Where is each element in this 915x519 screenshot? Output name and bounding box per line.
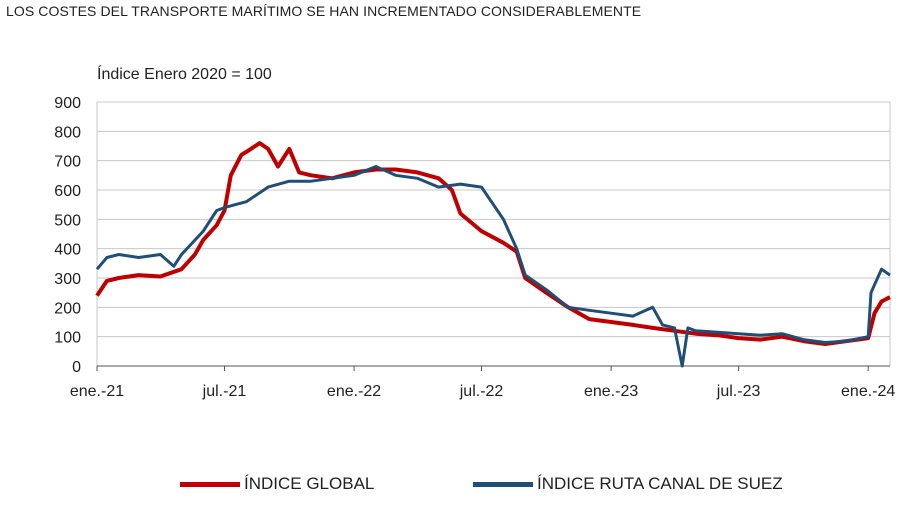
y-tick-label-500: 500 bbox=[54, 212, 81, 229]
legend-swatch-global bbox=[180, 481, 240, 487]
y-tick-label-700: 700 bbox=[54, 154, 81, 171]
x-tick-label-0: ene.-21 bbox=[70, 383, 124, 400]
legend-item-global: ÍNDICE GLOBAL bbox=[180, 474, 374, 494]
x-tick-label-5: jul.-23 bbox=[716, 383, 761, 400]
x-tick-label-1: jul.-21 bbox=[202, 383, 247, 400]
y-tick-label-900: 900 bbox=[54, 95, 81, 112]
y-tick-label-400: 400 bbox=[54, 242, 81, 259]
y-axis-label: Índice Enero 2020 = 100 bbox=[97, 66, 272, 83]
x-tick-label-6: ene.-24 bbox=[841, 383, 895, 400]
y-tick-label-800: 800 bbox=[54, 124, 81, 141]
legend-item-suez: ÍNDICE RUTA CANAL DE SUEZ bbox=[473, 474, 783, 494]
y-tick-label-200: 200 bbox=[54, 300, 81, 317]
y-tick-label-0: 0 bbox=[72, 359, 81, 376]
y-tick-label-600: 600 bbox=[54, 183, 81, 200]
series-line-0 bbox=[95, 141, 891, 346]
x-tick-label-4: ene.-23 bbox=[584, 383, 638, 400]
legend-label-suez: ÍNDICE RUTA CANAL DE SUEZ bbox=[537, 474, 783, 493]
y-tick-label-100: 100 bbox=[54, 330, 81, 347]
y-tick-label-300: 300 bbox=[54, 271, 81, 288]
x-tick-label-3: jul.-22 bbox=[459, 383, 504, 400]
x-tick-label-2: ene.-22 bbox=[327, 383, 381, 400]
chart-title: LOS COSTES DEL TRANSPORTE MARÍTIMO SE HA… bbox=[6, 3, 642, 19]
legend-swatch-suez bbox=[473, 481, 533, 487]
legend-label-global: ÍNDICE GLOBAL bbox=[244, 474, 375, 493]
legend: ÍNDICE GLOBAL ÍNDICE RUTA CANAL DE SUEZ bbox=[0, 474, 915, 498]
series-line-1 bbox=[95, 165, 891, 368]
